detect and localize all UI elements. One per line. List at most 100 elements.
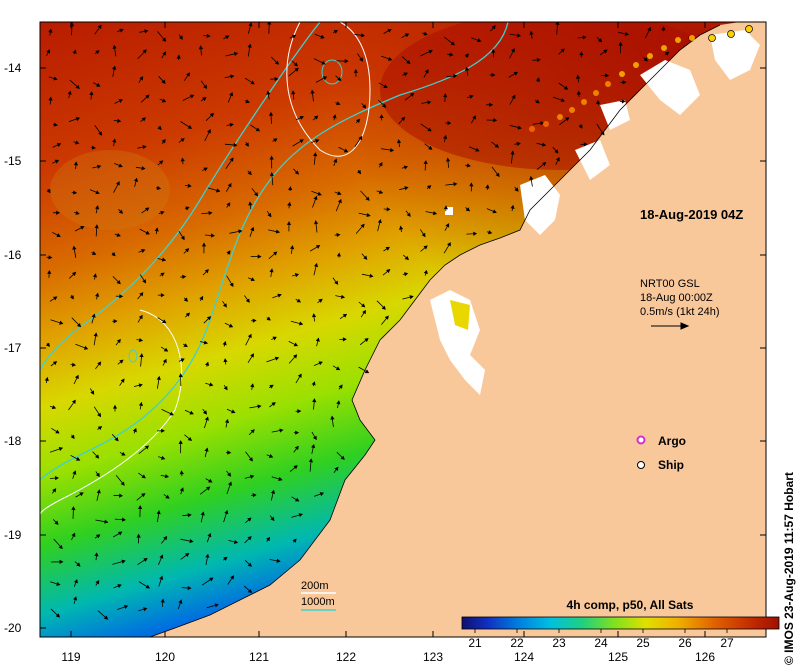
current-vector-head <box>121 559 126 564</box>
current-vector-head <box>56 143 62 147</box>
current-vector-head <box>297 373 302 378</box>
current-vector-head <box>491 72 496 78</box>
current-vector-head <box>423 269 428 275</box>
current-vector-head <box>540 121 545 126</box>
current-vector-head <box>187 183 192 188</box>
current-vector-head <box>95 190 100 195</box>
current-vector-head <box>121 517 126 522</box>
legend-ship-label: Ship <box>658 458 684 472</box>
current-vector-head <box>423 31 428 36</box>
current-vector-head <box>427 127 432 132</box>
current-vector-head <box>80 226 85 230</box>
current-vector-head <box>469 182 474 187</box>
current-vector-head <box>445 223 450 228</box>
x-tick-label: 125 <box>607 650 629 664</box>
current-vector-head <box>162 358 167 364</box>
current-vector-head <box>292 538 297 543</box>
isobath-200m <box>286 22 371 157</box>
current-vector-head <box>136 533 141 538</box>
current-vector-head <box>184 553 190 557</box>
current-vector-head <box>75 456 81 461</box>
current-vector-head <box>118 209 123 214</box>
argo-marker-icon <box>636 435 646 445</box>
current-vector-head <box>145 94 150 99</box>
current-vector-head <box>312 398 317 403</box>
current-vector-head <box>178 35 183 40</box>
current-vector-head <box>320 34 325 39</box>
current-vector-head <box>337 191 342 196</box>
current-vector-head <box>276 558 281 563</box>
current-vector-head <box>311 313 317 318</box>
current-vector-head <box>535 99 540 104</box>
x-tick-label: 124 <box>513 650 535 664</box>
current-vector-head <box>563 85 569 90</box>
x-tick-label: 120 <box>154 650 176 664</box>
credit-label: © IMOS 23-Aug-2019 11:57 Hobart <box>782 472 796 665</box>
current-vector-head <box>59 320 64 325</box>
current-vector-head <box>624 31 630 36</box>
current-vector-head <box>144 29 149 34</box>
current-vector-head <box>428 145 433 150</box>
current-vector-head <box>529 30 534 35</box>
current-vector-head <box>493 118 498 123</box>
current-vector-head <box>96 82 101 87</box>
current-vector-head <box>118 99 123 103</box>
current-vector-head <box>266 90 271 95</box>
current-vector-head <box>257 404 262 409</box>
current-vector-head <box>274 76 279 82</box>
current-vector-head <box>230 74 235 79</box>
y-tick-label: -16 <box>4 248 22 262</box>
current-vector-head <box>404 255 410 261</box>
current-vector-head <box>75 84 80 89</box>
current-vector-head <box>160 455 166 460</box>
current-vector-head <box>204 447 209 452</box>
current-vector-head <box>161 319 167 324</box>
current-vector-head <box>161 98 167 103</box>
current-vector-head <box>160 272 165 277</box>
current-vector-head <box>383 84 388 89</box>
current-vector-head <box>427 100 432 105</box>
current-vector-head <box>362 104 367 109</box>
current-vector-head <box>72 49 77 54</box>
current-vector-head <box>55 613 60 618</box>
y-tick-label: -19 <box>4 528 22 542</box>
current-vector-head <box>162 37 167 42</box>
current-vector-head <box>293 342 299 347</box>
current-vector-head <box>183 343 188 348</box>
current-vector-head <box>187 585 192 591</box>
current-vector-head <box>141 493 146 498</box>
current-vector-head <box>139 76 144 81</box>
current-vector-head <box>208 478 213 483</box>
current-vector-head <box>358 135 363 141</box>
current-vector-head <box>227 472 232 477</box>
current-vector-head <box>189 410 194 415</box>
current-vector-head <box>48 96 53 101</box>
current-vector-head <box>294 497 300 502</box>
current-vector-head <box>184 248 190 253</box>
current-vector-head <box>274 356 280 361</box>
current-vector-head <box>76 323 82 328</box>
current-vector-head <box>143 558 148 562</box>
current-vector-head <box>321 60 326 65</box>
current-vector-head <box>334 280 339 285</box>
current-vector-head <box>403 165 408 170</box>
current-vector-head <box>202 410 208 415</box>
current-vector-head <box>560 48 565 53</box>
current-vector-head <box>83 345 89 350</box>
current-vector-head <box>369 273 374 278</box>
current-vector-head <box>432 211 438 216</box>
current-vector-head <box>186 72 190 77</box>
current-vector-head <box>291 90 296 95</box>
current-vector-head <box>426 185 432 190</box>
current-vector-head <box>119 359 124 364</box>
current-vector-head <box>206 33 211 38</box>
current-vector-head <box>333 158 338 163</box>
current-vector-head <box>185 206 190 211</box>
current-vector-head <box>200 511 205 516</box>
current-vector-head <box>223 385 228 391</box>
current-vector-head <box>357 169 361 175</box>
current-vector-head <box>312 152 318 157</box>
current-vector-head <box>364 369 370 374</box>
current-vector-head <box>159 575 164 580</box>
current-vector-head <box>54 159 60 164</box>
